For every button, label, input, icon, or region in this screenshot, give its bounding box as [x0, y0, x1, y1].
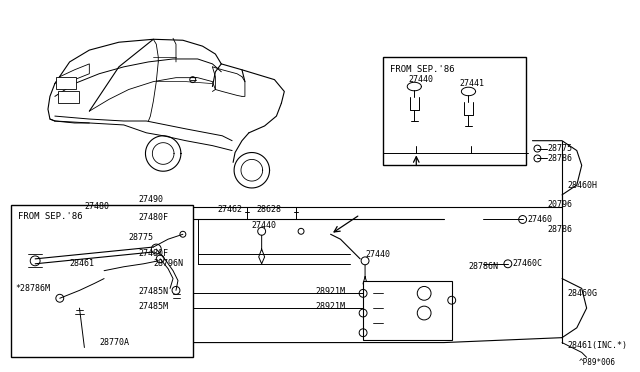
Text: 28786: 28786: [547, 225, 572, 234]
Bar: [58, 92, 79, 103]
Text: FROM SEP.'86: FROM SEP.'86: [390, 65, 454, 74]
Text: 28796N: 28796N: [154, 259, 183, 268]
Text: 27460: 27460: [527, 215, 552, 224]
Text: 27440: 27440: [408, 75, 433, 84]
Text: 27440: 27440: [252, 221, 277, 230]
Text: ^P89*006: ^P89*006: [579, 358, 616, 367]
Text: 20796: 20796: [547, 200, 572, 209]
Text: 27460C: 27460C: [513, 259, 543, 268]
Bar: [383, 57, 525, 165]
Text: 28461(INC.*): 28461(INC.*): [567, 341, 627, 350]
Text: 28786N: 28786N: [468, 262, 499, 271]
Bar: [10, 205, 193, 357]
Text: 28460H: 28460H: [567, 180, 597, 189]
Text: 27441: 27441: [460, 79, 484, 88]
Bar: [56, 77, 76, 89]
Text: 28786: 28786: [547, 154, 572, 163]
Text: 27480F: 27480F: [139, 213, 168, 222]
Text: FROM SEP.'86: FROM SEP.'86: [19, 212, 83, 221]
Text: 28775: 28775: [547, 144, 572, 153]
Text: 28460G: 28460G: [567, 289, 597, 298]
Text: 28770A: 28770A: [99, 338, 129, 347]
Text: 27490: 27490: [139, 195, 164, 204]
Text: *28786M: *28786M: [15, 284, 51, 293]
Text: 28628: 28628: [257, 205, 282, 214]
Text: 28921M: 28921M: [316, 302, 346, 311]
Text: 27485N: 27485N: [139, 287, 168, 296]
Text: 27485M: 27485M: [139, 302, 168, 311]
Text: 27480F: 27480F: [139, 250, 168, 259]
Text: 27462: 27462: [218, 205, 243, 214]
Text: 28775: 28775: [129, 233, 154, 242]
Bar: [363, 280, 452, 340]
Text: 28921M: 28921M: [316, 287, 346, 296]
Text: 27480: 27480: [84, 202, 109, 211]
Text: 28461: 28461: [70, 259, 95, 268]
Text: 27440: 27440: [365, 250, 390, 259]
